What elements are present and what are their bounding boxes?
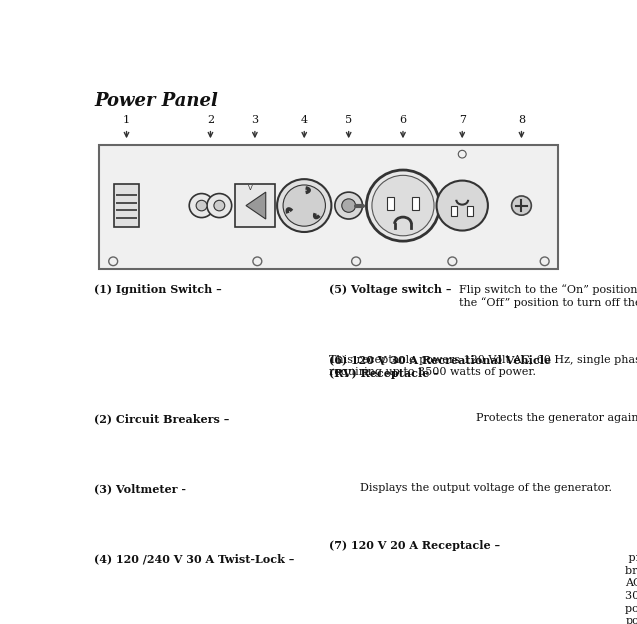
Text: Power Panel: Power Panel <box>94 92 218 110</box>
Circle shape <box>189 193 214 218</box>
FancyBboxPatch shape <box>412 197 419 210</box>
FancyBboxPatch shape <box>234 184 275 227</box>
FancyBboxPatch shape <box>387 197 394 210</box>
Circle shape <box>196 200 207 211</box>
Text: V: V <box>248 185 252 191</box>
Circle shape <box>342 199 355 212</box>
FancyBboxPatch shape <box>467 205 473 216</box>
Text: 5: 5 <box>345 115 352 125</box>
Text: Displays the output voltage of the generator.: Displays the output voltage of the gener… <box>360 483 612 493</box>
Text: 7: 7 <box>459 115 466 125</box>
Circle shape <box>512 196 531 215</box>
Text: protected by a 15 A push-to-reset circuit
breaker on each 120 Volt leg of the re: protected by a 15 A push-to-reset circui… <box>626 553 637 624</box>
Text: (3) Voltmeter -: (3) Voltmeter - <box>94 483 190 494</box>
Text: Protects the generator against electrical overload.: Protects the generator against electrica… <box>476 413 637 423</box>
Text: 8: 8 <box>518 115 525 125</box>
Circle shape <box>372 175 434 236</box>
Text: 3: 3 <box>252 115 259 125</box>
Circle shape <box>436 180 488 230</box>
FancyBboxPatch shape <box>99 145 559 270</box>
Text: (4) 120 /240 V 30 A Twist-Lock –: (4) 120 /240 V 30 A Twist-Lock – <box>94 553 295 564</box>
Text: 4: 4 <box>301 115 308 125</box>
FancyBboxPatch shape <box>452 205 457 216</box>
Text: 2: 2 <box>207 115 214 125</box>
Circle shape <box>214 200 225 211</box>
Circle shape <box>335 192 362 219</box>
FancyBboxPatch shape <box>113 185 140 227</box>
Circle shape <box>207 193 232 218</box>
Circle shape <box>283 185 326 226</box>
Polygon shape <box>246 192 266 219</box>
Text: (5) Voltage switch –: (5) Voltage switch – <box>329 284 455 295</box>
Circle shape <box>277 179 331 232</box>
Text: (1) Ignition Switch –: (1) Ignition Switch – <box>94 284 226 295</box>
Text: (6) 120 V 30 A Recreational Vehicle
(RV) Receptacle –: (6) 120 V 30 A Recreational Vehicle (RV)… <box>329 354 551 379</box>
Circle shape <box>366 170 440 241</box>
Text: (2) Circuit Breakers –: (2) Circuit Breakers – <box>94 413 234 424</box>
Text: 6: 6 <box>399 115 406 125</box>
Text: 1: 1 <box>123 115 130 125</box>
Text: Flip switch to the “On” position to start the generator Flip to
the “Off” positi: Flip switch to the “On” position to star… <box>459 284 637 308</box>
Text: (7) 120 V 20 A Receptacle –: (7) 120 V 20 A Receptacle – <box>329 540 504 551</box>
Text: This receptacle powers 120 Volt AC, 60 Hz, single phase loads
requiring up to 35: This receptacle powers 120 Volt AC, 60 H… <box>329 354 637 377</box>
